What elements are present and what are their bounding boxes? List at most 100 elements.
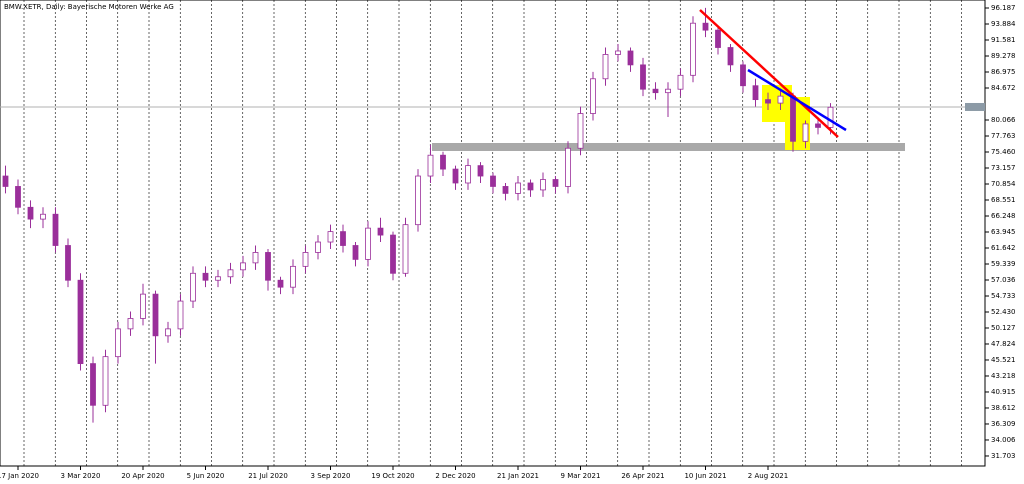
candle-body [477,165,484,177]
candle-body [252,252,259,264]
x-tick-label: 21 Jul 2020 [248,472,288,480]
y-tick-label: 52.430 [991,308,1016,316]
candle-body [552,179,559,187]
candle-body [140,293,146,319]
candle-body [690,22,696,76]
candle-body [365,227,371,260]
candle-body [40,213,46,220]
candle-body [440,154,446,170]
candle-body [65,245,71,281]
x-tick-label: 21 Jan 2021 [497,472,539,480]
candle-body [52,213,59,246]
y-tick-label: 31.703 [991,452,1016,460]
candle-body [190,272,196,302]
candle-body [102,356,109,406]
candle-body [502,186,509,194]
candle-body [577,113,584,149]
candle-body [227,269,234,278]
y-tick-label: 73.157 [991,164,1016,172]
candle-body [302,252,309,267]
candle-body [752,85,759,101]
y-tick-label: 84.672 [991,84,1016,92]
candle-body [377,227,384,236]
candle-body [565,147,571,187]
candle-body [2,175,9,187]
y-tick-label: 40.915 [991,388,1016,396]
y-tick-label: 47.824 [991,340,1016,348]
candle-body [165,328,171,337]
support-zone [432,143,905,151]
candles [2,7,834,423]
y-tick-label: 80.066 [991,116,1016,124]
x-tick-label: 5 Jun 2020 [187,472,225,480]
candle-body [127,318,134,330]
candle-body [515,182,521,194]
candle-body [265,252,271,281]
y-tick-label: 77.763 [991,132,1016,140]
candle-body [277,279,284,288]
x-tick-label: 10 Jun 2021 [684,472,726,480]
candle-body [590,78,596,114]
y-tick-label: 68.551 [991,196,1016,204]
candle-body [327,231,334,243]
y-tick-label: 57.036 [991,276,1016,284]
candle-body [115,328,121,358]
candle-body [727,47,734,66]
candle-body [540,179,546,191]
x-tick-label: 9 Mar 2021 [561,472,601,480]
candle-body [490,175,496,187]
y-tick-label: 34.006 [991,436,1016,444]
candle-body [702,22,709,31]
y-tick-label: 70.854 [991,180,1016,188]
y-tick-label: 43.218 [991,372,1016,380]
y-tick-label: 54.733 [991,292,1016,300]
candle-body [652,88,659,94]
y-tick-label: 61.642 [991,244,1016,252]
candle-body [315,241,321,253]
y-tick-label: 75.460 [991,148,1016,156]
candle-body [390,234,396,274]
y-tick-label: 96.187 [991,4,1016,12]
candle-body [240,262,246,271]
y-tick-label: 91.581 [991,36,1016,44]
candle-body [640,64,646,90]
y-tick-label: 63.945 [991,228,1016,236]
candle-body [665,88,671,94]
trend-line-red [699,9,839,138]
candle-body [152,293,159,337]
y-tick-label: 89.278 [991,52,1016,60]
candle-body [27,206,34,220]
y-tick-label: 86.975 [991,68,1016,76]
candle-body [715,29,721,48]
candle-body [340,231,346,246]
candle-body [777,95,784,104]
y-tick-label: 66.248 [991,212,1016,220]
candle-body [90,363,96,406]
x-tick-label: 3 Sep 2020 [311,472,351,480]
candle-body [802,123,809,142]
candle-body [177,300,184,330]
x-tick-label: 2 Dec 2020 [435,472,475,480]
candle-body [815,123,821,128]
y-tick-label: 45.521 [991,356,1016,364]
candle-body [627,50,634,66]
y-tick-label: 38.612 [991,404,1016,412]
y-tick-label: 93.884 [991,20,1016,28]
x-tick-label: 2 Aug 2021 [748,472,788,480]
candle-body [402,224,409,274]
candle-body [602,54,609,80]
candle-body [15,186,21,208]
candle-body [452,168,459,184]
y-tick-label: 59.339 [991,260,1016,268]
candle-body [427,154,434,177]
candle-body [215,276,221,281]
x-tick-label: 17 Jan 2020 [0,472,39,480]
candle-body [77,279,84,365]
y-tick-label: 50.127 [991,324,1016,332]
x-tick-label: 26 Apr 2021 [621,472,664,480]
x-tick-label: 20 Apr 2020 [121,472,164,480]
x-tick-label: 3 Mar 2020 [61,472,101,480]
candle-body [465,165,471,184]
candle-body [415,175,421,226]
